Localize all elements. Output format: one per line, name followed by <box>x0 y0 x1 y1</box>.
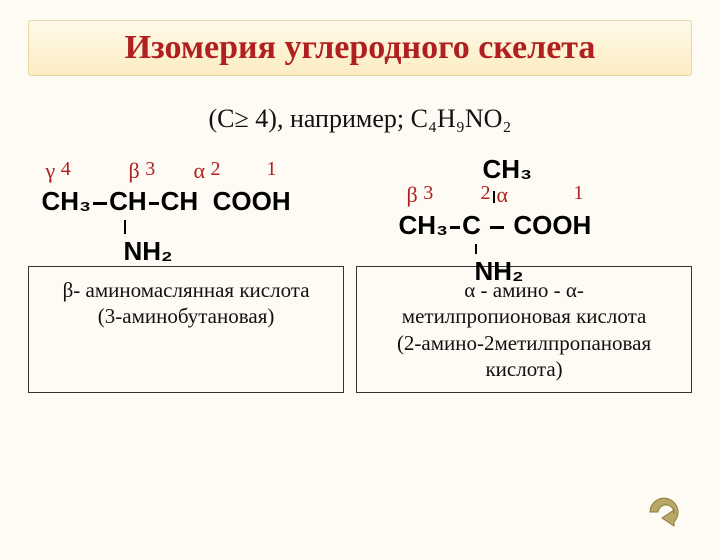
ch-group: CH <box>109 186 147 216</box>
pos-1: 1 <box>267 158 277 180</box>
struct1-chain: CH₃ CH CH COOH <box>42 188 372 214</box>
beta-label-2: β <box>407 182 418 207</box>
bond-v-icon <box>475 244 524 254</box>
bond-v-icon <box>124 220 173 234</box>
condition-formula: (С≥ 4), например; C₄H₉NO₂ <box>0 104 720 134</box>
name2-line2: метилпропионовая кислота <box>402 304 647 328</box>
structure-2: β 3 2α CH₃ 1 CH₃C COOH NH₂ <box>399 158 679 238</box>
pos-2-2: 2 <box>481 182 491 204</box>
pos-4: 4 <box>61 158 71 180</box>
struct2-nh2: NH₂ <box>475 242 524 287</box>
beta-label: β <box>129 158 140 183</box>
pos-3: 3 <box>145 158 155 180</box>
alpha-label: α <box>194 158 206 183</box>
gamma-label: γ <box>46 158 56 183</box>
bond-v-icon <box>493 191 495 203</box>
title-banner: Изомерия углеродного скелета <box>28 20 692 76</box>
pos-1-2: 1 <box>574 182 584 204</box>
cooh-group: COOH <box>213 186 291 216</box>
names-row: β- аминомаслянная кислота (3-аминобутано… <box>0 266 720 393</box>
bond-icon <box>149 202 159 205</box>
nh2-group: NH₂ <box>124 236 173 266</box>
structures-row: γ 4 β 3 α 2 1 CH₃CHCH COOH NH₂ <box>0 158 720 238</box>
struct2-chain: CH₃ C COOH <box>399 212 679 238</box>
c-center: C <box>462 210 481 240</box>
ch-group-2: CH <box>161 186 199 216</box>
name2-line4: кислота) <box>485 357 562 381</box>
struct1-name: β- аминомаслянная кислота (3-аминобутано… <box>28 266 344 393</box>
struct2-top-labels: β 3 2α CH₃ 1 <box>399 158 679 210</box>
structure-1: γ 4 β 3 α 2 1 CH₃CHCH COOH NH₂ <box>42 158 372 238</box>
pos-3-2: 3 <box>423 182 433 204</box>
ch3-left-group: CH₃ <box>399 210 449 240</box>
ch3-top-group: CH₃ <box>483 154 533 184</box>
cooh-group-2: COOH <box>513 210 591 240</box>
pos-2: 2 <box>211 158 221 180</box>
name1-line1: β- аминомаслянная кислота <box>63 278 310 302</box>
bond-icon <box>450 226 460 229</box>
name1-line2: (3-аминобутановая) <box>98 304 275 328</box>
alpha-label-2: α <box>497 182 509 207</box>
struct2-name: α - амино - α- метилпропионовая кислота … <box>356 266 692 393</box>
page-title: Изомерия углеродного скелета <box>47 29 673 67</box>
bond-icon <box>93 202 107 205</box>
nh2-group-2: NH₂ <box>475 256 524 286</box>
ch3-group: CH₃ <box>42 186 92 216</box>
struct1-nh2: NH₂ <box>124 218 173 267</box>
name2-line3: (2-амино-2метилпропановая <box>397 331 651 355</box>
bond-icon <box>490 226 504 229</box>
back-arrow-icon[interactable] <box>644 494 686 530</box>
struct1-top-labels: γ 4 β 3 α 2 1 <box>42 158 372 186</box>
